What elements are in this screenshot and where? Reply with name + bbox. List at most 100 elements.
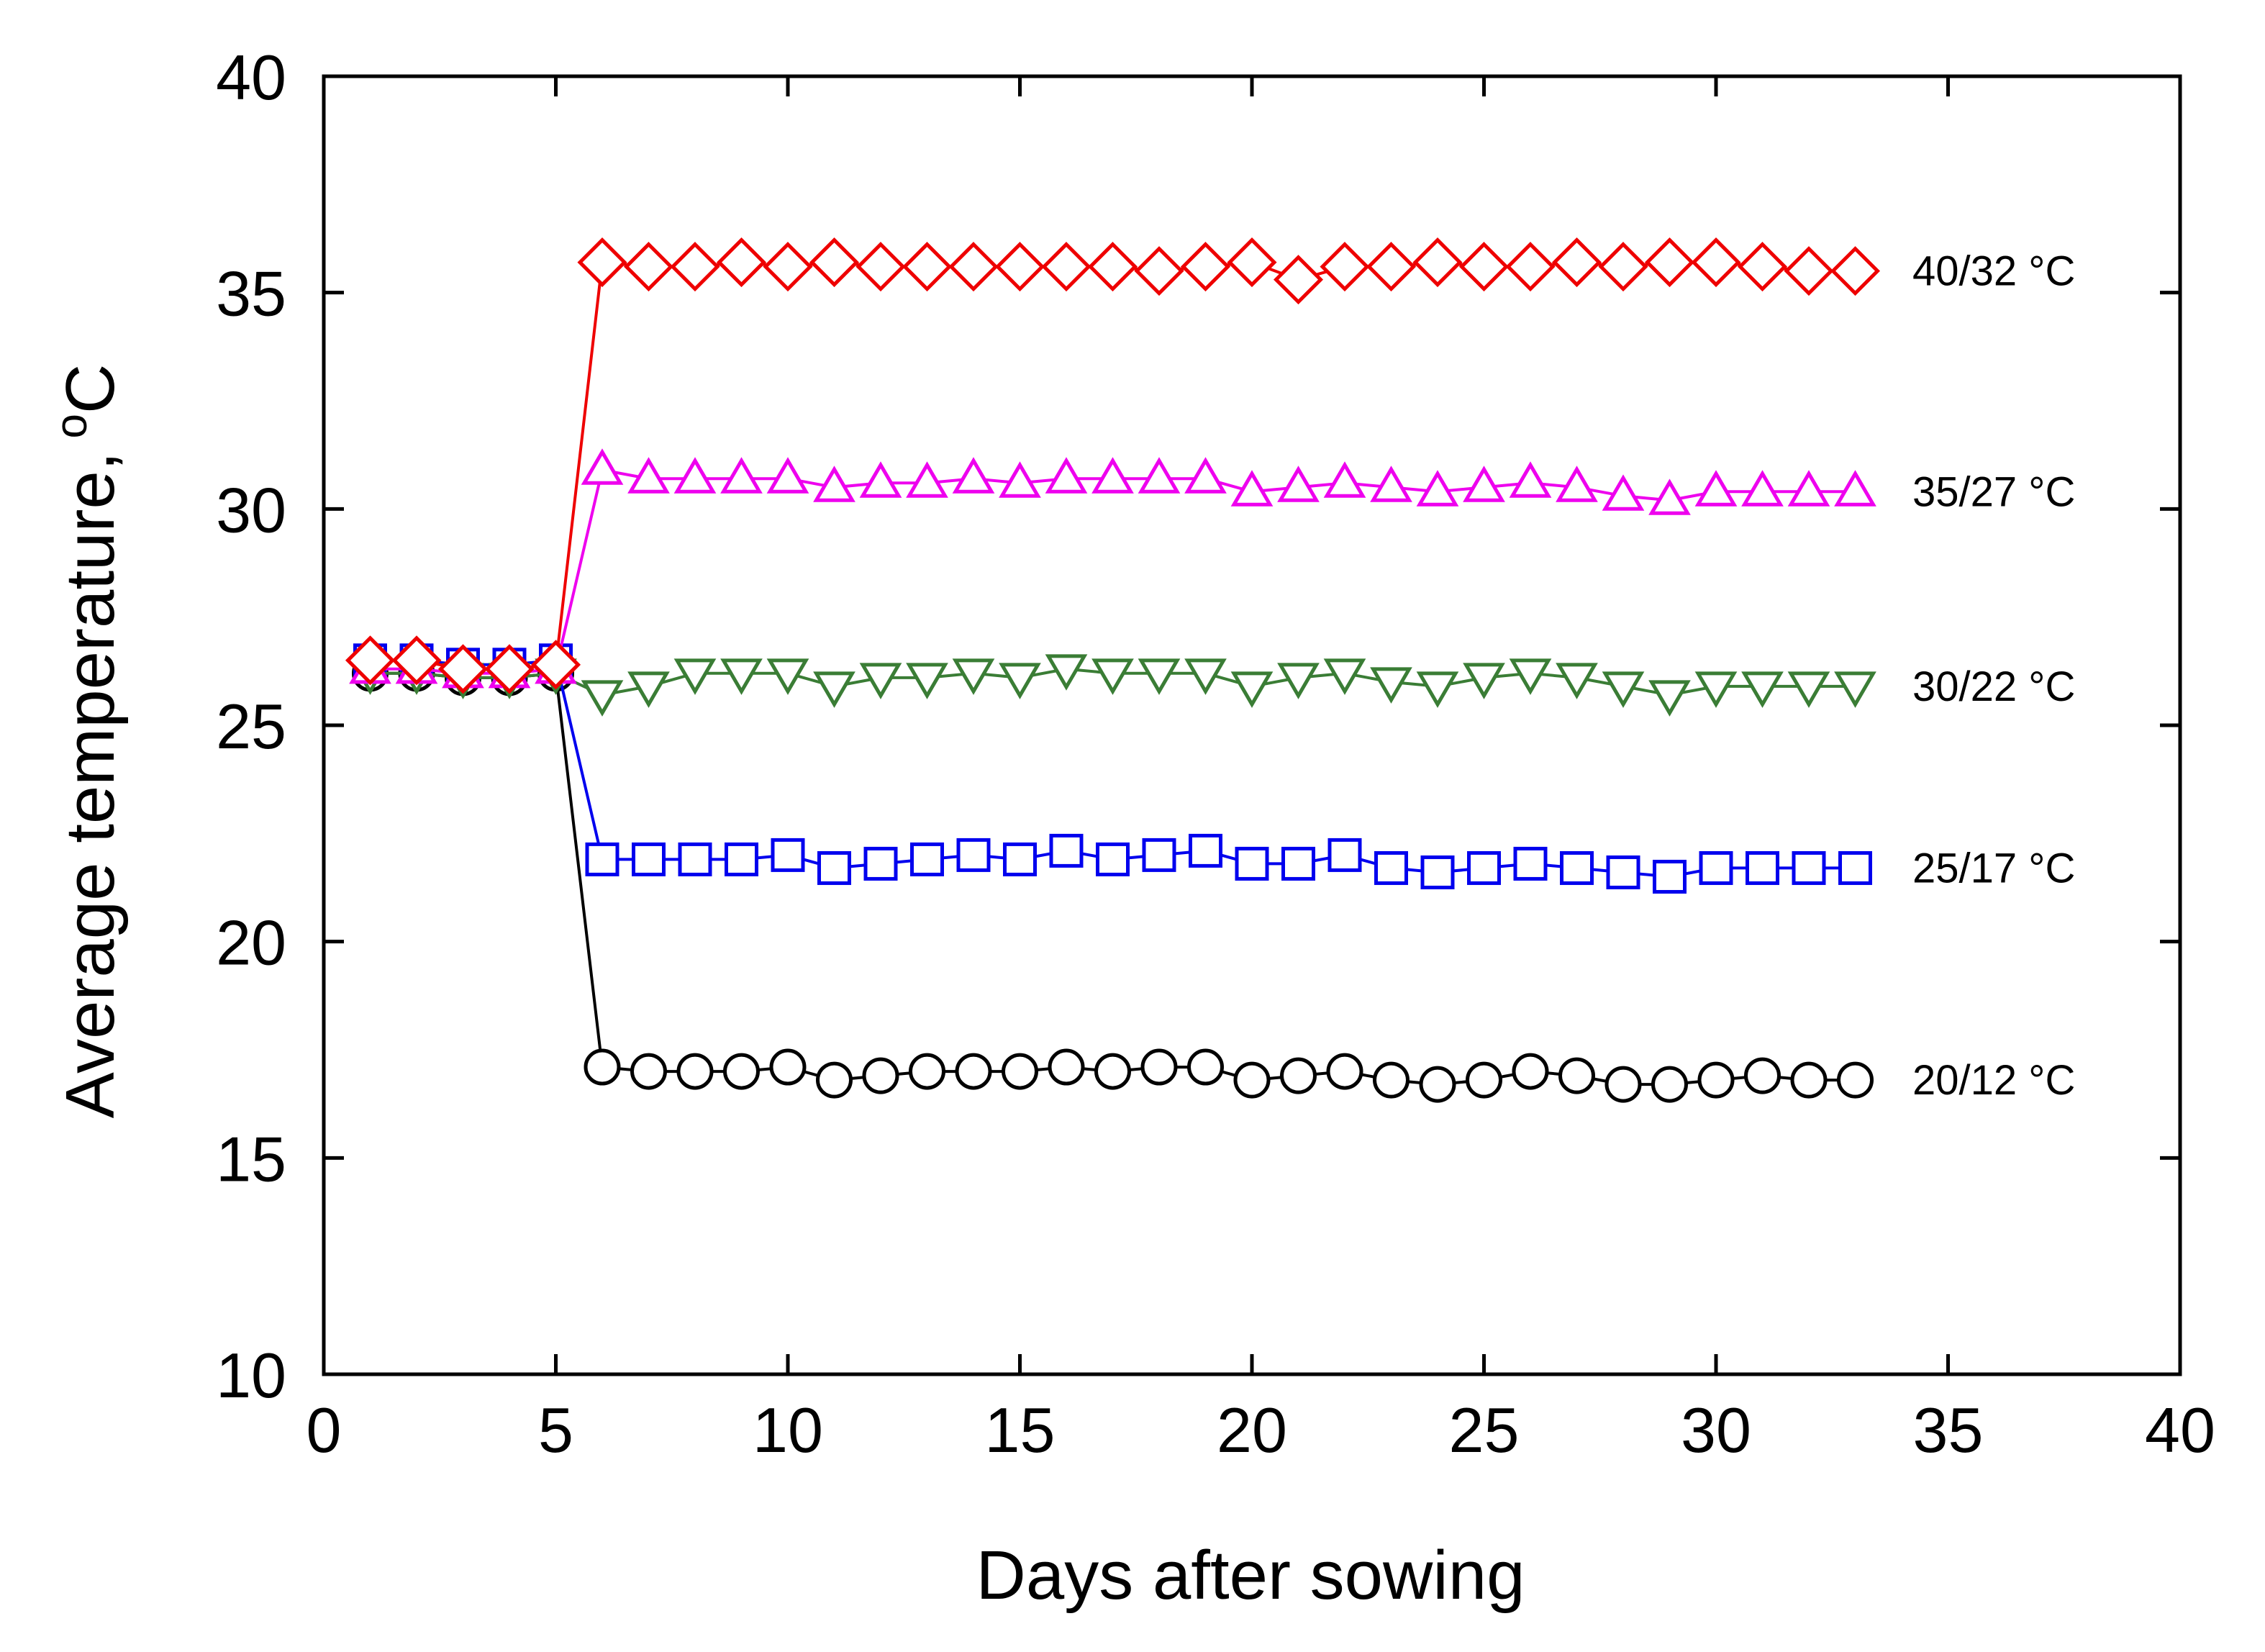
data-point-circle bbox=[816, 1061, 853, 1099]
data-point-square bbox=[863, 846, 898, 881]
data-point-circle bbox=[1790, 1061, 1828, 1099]
data-point-triangle-down bbox=[766, 658, 809, 695]
series-3 bbox=[349, 448, 1876, 689]
data-point-triangle-down bbox=[952, 658, 995, 695]
data-point-diamond bbox=[577, 237, 627, 288]
data-point-square bbox=[632, 842, 666, 876]
data-point-triangle-up bbox=[581, 448, 624, 485]
data-point-triangle-down bbox=[1463, 663, 1505, 699]
data-point-diamond bbox=[1737, 242, 1788, 292]
data-point-square bbox=[1189, 833, 1222, 868]
data-point-triangle-down bbox=[720, 658, 763, 695]
data-point-triangle-down bbox=[1694, 671, 1738, 708]
series-0 bbox=[352, 655, 1874, 1103]
data-point-triangle-up bbox=[673, 457, 717, 494]
data-point-diamond bbox=[530, 640, 581, 690]
data-point-diamond bbox=[948, 242, 999, 292]
labels-layer: 20/12 °C 25/17 °C 30/22 °C 35/27 °C 40/32 °C bbox=[1912, 248, 2075, 1104]
x-tick-label: 30 bbox=[1681, 1394, 1751, 1466]
data-point-circle bbox=[1140, 1048, 1178, 1086]
data-point-triangle-down bbox=[1602, 671, 1645, 708]
data-point-triangle-up bbox=[859, 461, 902, 498]
data-point-circle bbox=[1837, 1061, 1874, 1099]
series-label: 30/22 °C bbox=[1912, 663, 2075, 710]
data-point-diamond bbox=[1366, 242, 1417, 292]
data-point-triangle-up bbox=[1834, 470, 1876, 507]
data-point-triangle-up bbox=[906, 461, 948, 498]
data-point-triangle-up bbox=[813, 466, 855, 502]
data-point-diamond bbox=[1134, 246, 1184, 296]
data-point-diamond bbox=[345, 635, 396, 686]
data-point-diamond bbox=[670, 242, 720, 292]
data-point-circle bbox=[1094, 1053, 1131, 1090]
data-point-circle bbox=[769, 1048, 807, 1086]
data-point-diamond bbox=[1412, 237, 1463, 288]
data-point-circle bbox=[723, 1053, 760, 1090]
data-point-square bbox=[1049, 833, 1084, 868]
data-point-triangle-up bbox=[1230, 470, 1274, 507]
data-point-diamond bbox=[1041, 242, 1091, 292]
data-point-triangle-down bbox=[1648, 680, 1691, 717]
y-tick-label: 30 bbox=[216, 474, 286, 545]
data-point-diamond bbox=[1273, 255, 1324, 305]
data-point-circle bbox=[1233, 1061, 1271, 1099]
data-point-triangle-up bbox=[1463, 466, 1505, 502]
data-point-triangle-down bbox=[1184, 658, 1227, 695]
data-point-triangle-down bbox=[859, 663, 902, 699]
data-point-square bbox=[1142, 838, 1176, 872]
data-point-diamond bbox=[1180, 242, 1231, 292]
data-point-square bbox=[1374, 850, 1408, 885]
x-axis-title: Days after sowing bbox=[976, 1537, 1525, 1614]
data-point-circle bbox=[1744, 1057, 1781, 1094]
x-tick-label: 40 bbox=[2145, 1394, 2215, 1466]
series-label: 35/27 °C bbox=[1912, 468, 2075, 515]
data-point-triangle-up bbox=[627, 457, 670, 494]
data-point-diamond bbox=[1458, 242, 1510, 292]
data-point-diamond bbox=[484, 644, 535, 694]
y-tick-label: 25 bbox=[216, 691, 286, 762]
data-point-diamond bbox=[902, 242, 953, 292]
data-point-triangle-up bbox=[766, 457, 809, 494]
data-point-circle bbox=[909, 1053, 945, 1090]
data-point-triangle-up bbox=[1277, 466, 1320, 502]
data-point-triangle-up bbox=[1045, 457, 1088, 494]
data-point-triangle-down bbox=[1556, 663, 1598, 699]
data-point-square bbox=[1096, 842, 1130, 876]
data-point-triangle-down bbox=[1370, 667, 1412, 704]
data-point-diamond bbox=[391, 635, 442, 686]
series-label: 25/17 °C bbox=[1912, 845, 2075, 891]
data-point-triangle-up bbox=[1741, 470, 1784, 507]
data-point-square bbox=[1792, 850, 1826, 885]
data-point-triangle-down bbox=[581, 680, 624, 717]
data-point-diamond bbox=[1087, 242, 1138, 292]
data-point-diamond bbox=[855, 242, 906, 292]
data-point-square bbox=[1606, 855, 1640, 889]
data-point-square bbox=[1281, 846, 1315, 881]
data-point-triangle-down bbox=[1091, 658, 1134, 695]
data-point-diamond bbox=[1830, 246, 1881, 296]
x-tick-label: 15 bbox=[985, 1394, 1056, 1466]
x-tick-label: 35 bbox=[1913, 1394, 1984, 1466]
series-4 bbox=[345, 237, 1881, 694]
data-point-square bbox=[725, 842, 758, 876]
data-point-triangle-up bbox=[1323, 461, 1366, 498]
data-point-diamond bbox=[1227, 237, 1277, 288]
y-axis-title-unit: C bbox=[52, 364, 129, 414]
data-point-square bbox=[1003, 842, 1037, 876]
y-axis-title-superscript: o bbox=[47, 414, 96, 438]
data-point-triangle-up bbox=[1091, 457, 1134, 494]
data-point-triangle-down bbox=[1323, 658, 1366, 695]
data-point-triangle-down bbox=[1416, 671, 1459, 708]
data-point-circle bbox=[1419, 1066, 1456, 1103]
data-point-circle bbox=[1697, 1061, 1735, 1099]
data-point-triangle-down bbox=[1045, 654, 1088, 691]
data-point-triangle-up bbox=[1370, 466, 1412, 502]
data-point-circle bbox=[1604, 1066, 1642, 1103]
data-point-triangle-down bbox=[1834, 671, 1876, 708]
data-point-diamond bbox=[1320, 242, 1370, 292]
data-point-triangle-up bbox=[1602, 474, 1645, 511]
x-tick-label: 5 bbox=[538, 1394, 573, 1466]
plot-frame bbox=[322, 74, 2182, 1376]
data-point-circle bbox=[1651, 1066, 1688, 1103]
data-point-triangle-down bbox=[673, 658, 717, 695]
